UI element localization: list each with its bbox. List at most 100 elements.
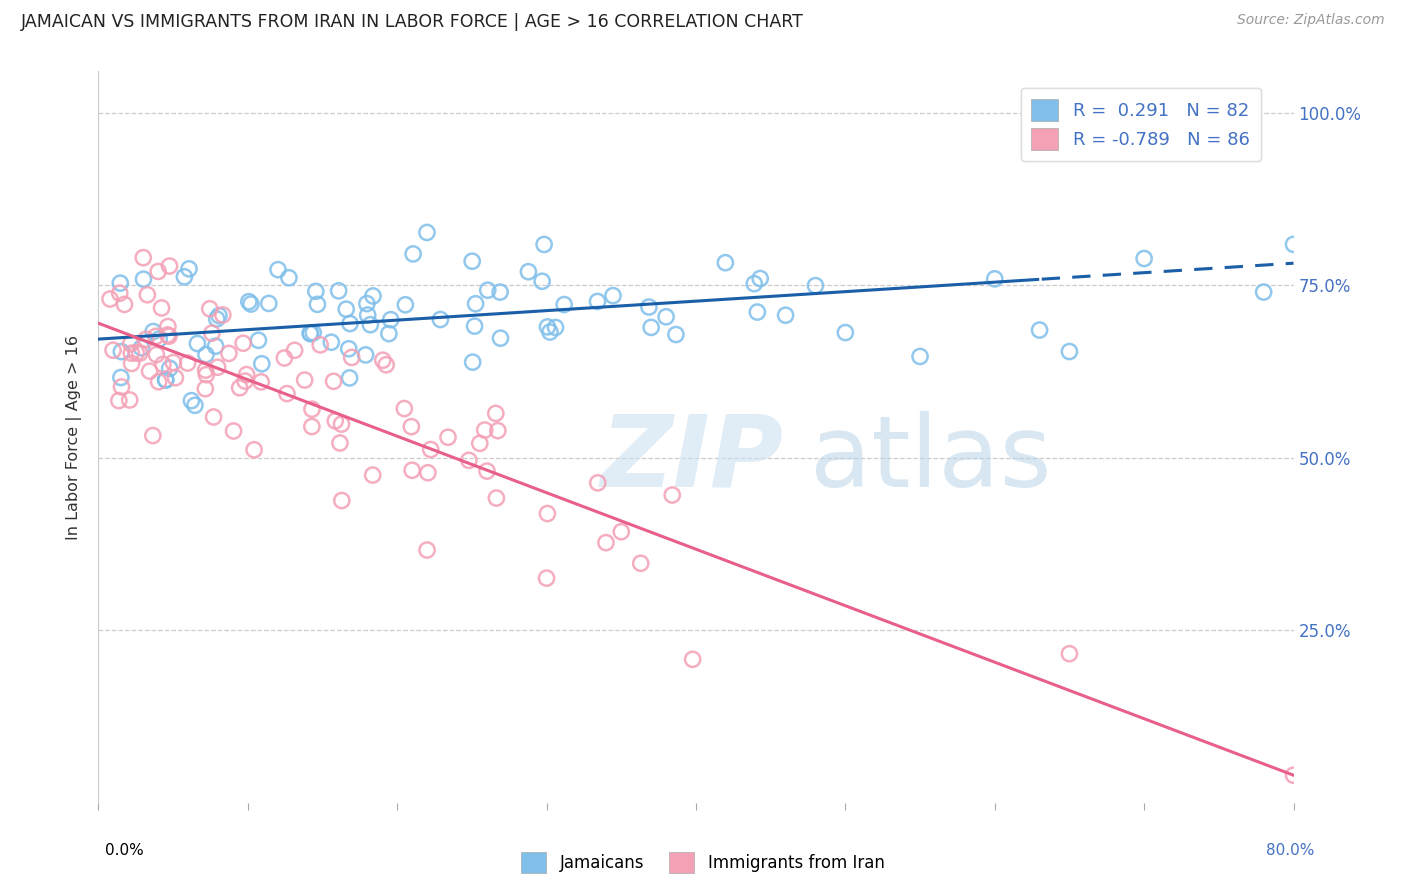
Point bbox=[475, 464, 498, 478]
Point bbox=[267, 262, 290, 277]
Point bbox=[159, 361, 181, 376]
Point bbox=[110, 380, 132, 394]
Text: ZIP: ZIP bbox=[600, 410, 783, 508]
Point bbox=[98, 292, 121, 306]
Point bbox=[250, 375, 273, 389]
Point bbox=[330, 493, 353, 508]
Point bbox=[128, 346, 150, 360]
Point bbox=[661, 488, 683, 502]
Point bbox=[402, 247, 425, 261]
Point bbox=[232, 336, 254, 351]
Point bbox=[150, 301, 173, 315]
Point bbox=[257, 296, 280, 310]
Text: atlas: atlas bbox=[810, 410, 1052, 508]
Text: 0.0%: 0.0% bbox=[105, 843, 145, 858]
Point bbox=[330, 417, 353, 431]
Point bbox=[273, 351, 295, 365]
Point bbox=[101, 343, 124, 358]
Point bbox=[211, 308, 233, 322]
Point bbox=[371, 353, 394, 368]
Point bbox=[468, 436, 491, 450]
Point bbox=[742, 277, 765, 291]
Point bbox=[201, 326, 224, 340]
Point bbox=[544, 320, 567, 334]
Point bbox=[131, 341, 153, 355]
Point bbox=[429, 312, 451, 326]
Point bbox=[1133, 252, 1156, 266]
Point bbox=[235, 368, 257, 382]
Point bbox=[375, 358, 398, 372]
Point bbox=[485, 491, 508, 505]
Point bbox=[186, 336, 208, 351]
Point bbox=[908, 350, 931, 364]
Point bbox=[638, 300, 661, 314]
Point bbox=[307, 297, 329, 311]
Point bbox=[458, 453, 481, 467]
Point bbox=[136, 287, 159, 301]
Point bbox=[328, 284, 350, 298]
Point bbox=[361, 289, 384, 303]
Point bbox=[489, 331, 512, 345]
Point bbox=[132, 272, 155, 286]
Point bbox=[205, 312, 228, 326]
Point bbox=[630, 556, 652, 570]
Point bbox=[804, 278, 827, 293]
Point bbox=[120, 336, 142, 351]
Point bbox=[461, 254, 484, 268]
Point bbox=[356, 296, 378, 310]
Point bbox=[135, 332, 157, 346]
Point bbox=[536, 507, 558, 521]
Point bbox=[419, 442, 441, 457]
Point bbox=[247, 334, 270, 348]
Point bbox=[531, 274, 554, 288]
Point bbox=[329, 436, 352, 450]
Point bbox=[416, 466, 439, 480]
Point bbox=[378, 326, 401, 341]
Point bbox=[335, 302, 357, 317]
Point bbox=[148, 375, 170, 389]
Point bbox=[361, 468, 384, 483]
Point bbox=[357, 308, 380, 322]
Text: JAMAICAN VS IMMIGRANTS FROM IRAN IN LABOR FORCE | AGE > 16 CORRELATION CHART: JAMAICAN VS IMMIGRANTS FROM IRAN IN LABO… bbox=[21, 13, 804, 31]
Point bbox=[177, 261, 200, 276]
Point bbox=[380, 312, 402, 326]
Point bbox=[120, 346, 142, 360]
Point bbox=[118, 392, 141, 407]
Point bbox=[176, 356, 198, 370]
Point bbox=[464, 297, 486, 311]
Point bbox=[536, 319, 558, 334]
Point bbox=[155, 373, 177, 387]
Point bbox=[323, 414, 346, 428]
Point bbox=[305, 285, 328, 299]
Point bbox=[1059, 647, 1081, 661]
Point bbox=[233, 374, 256, 388]
Point bbox=[138, 364, 160, 378]
Point bbox=[747, 305, 769, 319]
Point bbox=[299, 326, 322, 341]
Point bbox=[121, 356, 143, 370]
Point bbox=[198, 301, 221, 316]
Point bbox=[602, 288, 624, 302]
Point bbox=[142, 325, 165, 339]
Point bbox=[299, 326, 322, 340]
Point bbox=[284, 343, 307, 358]
Point bbox=[461, 355, 484, 369]
Point bbox=[239, 297, 262, 311]
Point bbox=[485, 406, 508, 420]
Point bbox=[165, 370, 187, 384]
Point bbox=[322, 374, 344, 388]
Point bbox=[218, 346, 240, 360]
Point bbox=[416, 543, 439, 558]
Point bbox=[142, 428, 165, 442]
Point bbox=[489, 285, 512, 299]
Point bbox=[110, 344, 132, 359]
Point bbox=[278, 270, 301, 285]
Point bbox=[238, 294, 260, 309]
Point bbox=[553, 297, 575, 311]
Point bbox=[533, 237, 555, 252]
Point bbox=[180, 393, 202, 408]
Point bbox=[640, 320, 662, 334]
Point bbox=[1028, 323, 1050, 337]
Point bbox=[202, 409, 225, 424]
Point bbox=[775, 308, 797, 322]
